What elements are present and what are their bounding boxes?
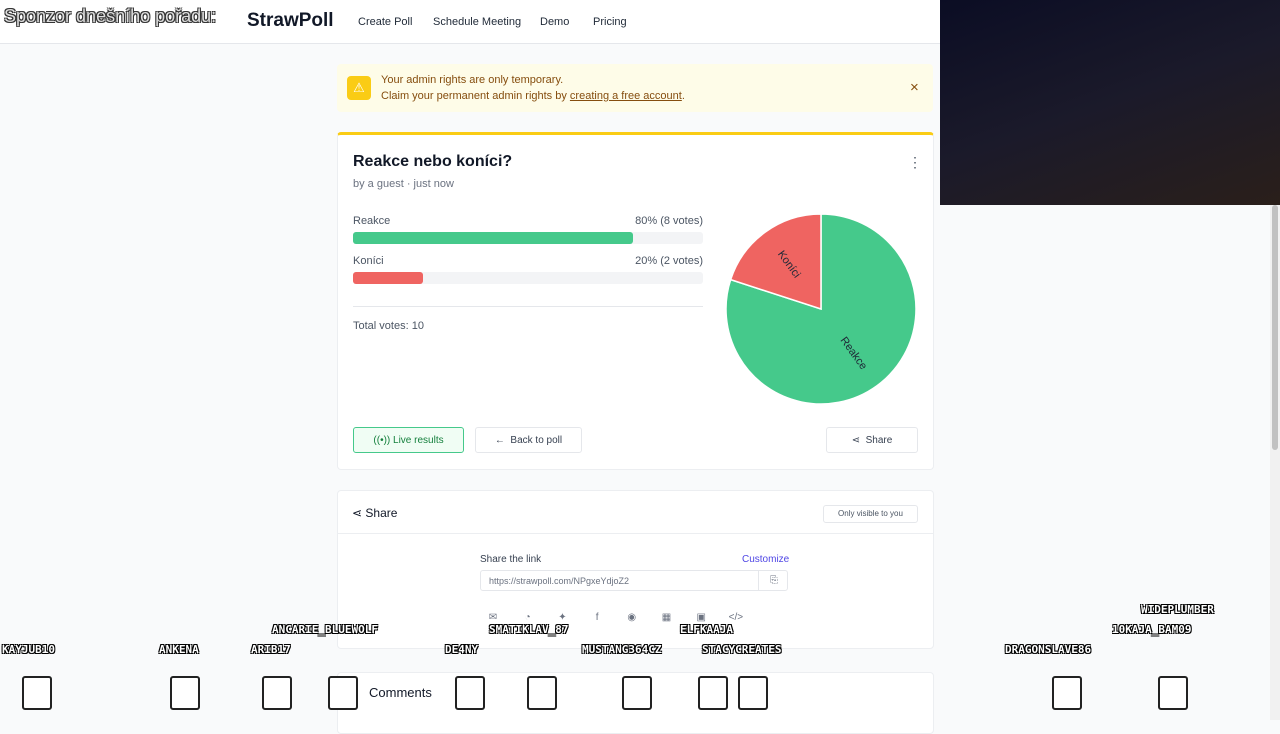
alert-text: Claim your permanent admin rights by [381,90,570,102]
poll-title: Reakce nebo koníci? [353,153,513,170]
username: DRAGONSLAVE86 [1005,643,1092,656]
share-button[interactable]: ⋖ Share [826,427,918,453]
avatar [22,676,52,710]
url-input[interactable]: https://strawpoll.com/NPgxeYdjoZ2 [480,570,788,591]
total-votes: Total votes: 10 [353,320,424,332]
pie-slice [729,213,822,311]
avatar [328,676,358,710]
alert-link[interactable]: creating a free account [569,90,682,102]
social-icon: ◉ [627,612,637,623]
username: ELFKAAJA [680,623,733,636]
nav-link[interactable]: Pricing [593,16,627,28]
avatar [622,676,652,710]
avatar [170,676,200,710]
comments-title: Comments [369,685,432,700]
button-label: Live results [393,434,444,446]
sponsor-text: Sponzor dnešního pořadu: [4,6,217,26]
avatar [698,676,728,710]
social-icon: ▣ [696,612,706,623]
avatar [262,676,292,710]
visibility-badge: Only visible to you [823,505,918,523]
alert-text: . [681,90,685,102]
username: ANCARIE_BLUEWOLF [272,623,378,636]
alert-text: Your admin rights are only temporary. [381,74,564,86]
option-result: 20% (2 votes) [635,255,703,267]
bar-track [353,272,703,284]
alert-icon: ⚠ [347,76,371,100]
byline: by a guest · just now [353,178,454,190]
share-title-text: Share [365,506,398,520]
nav-link[interactable]: Schedule Meeting [433,16,522,28]
menu-button[interactable]: ⋮ [908,154,922,170]
avatar [1052,676,1082,710]
avatar [527,676,557,710]
avatar [455,676,485,710]
username: SMATIKLAV_87 [489,623,569,636]
username: 10KAJA_BAM09 [1112,623,1192,636]
username: MUSTANG364CZ [582,643,662,656]
customize-link[interactable]: Customize [742,554,790,565]
divider [353,306,703,307]
social-icon: ◔ [524,612,531,623]
username: DE4NY [445,643,479,656]
alert-text: Claim your permanent admin rights by cre… [381,90,685,102]
avatar [738,676,768,710]
scrollbar [1270,205,1280,720]
alert [337,64,933,112]
username: WIDEPLUMBER [1141,603,1214,616]
close-button[interactable]: × [910,79,919,96]
social-icon: ✉ [488,612,498,623]
live-results-button[interactable]: ((•)) Live results [353,427,464,453]
social-icon: ✦ [558,612,567,623]
share-card [337,490,934,649]
username: ANKENA [159,643,199,656]
button-label: Back to poll [510,434,563,446]
nav-link[interactable]: Create Poll [358,16,413,28]
top-bar [0,0,940,44]
button-label: Share [865,434,893,446]
option-label: Koníci [353,255,384,267]
webcam [940,0,1280,205]
option-result: 80% (8 votes) [635,215,703,227]
bar [353,272,423,284]
option-label: Reakce [353,215,391,227]
username: STACYCREATES [702,643,782,656]
link-label: Share the link [480,554,542,565]
back-button[interactable]: ← Back to poll [475,427,582,453]
logo[interactable]: StrawPoll [247,10,334,31]
nav-link[interactable]: Demo [540,16,570,28]
divider [337,533,933,534]
social-icon: f [595,612,599,623]
avatar [1158,676,1188,710]
copy-button[interactable]: ⎘ [758,570,789,591]
social-icon: ▦ [661,612,672,623]
username: KAYJUB10 [2,643,55,656]
username: ARIB17 [251,643,291,656]
social-icon: </> [728,612,744,623]
share-title: ⋖ Share [352,506,398,520]
bar [353,232,633,244]
